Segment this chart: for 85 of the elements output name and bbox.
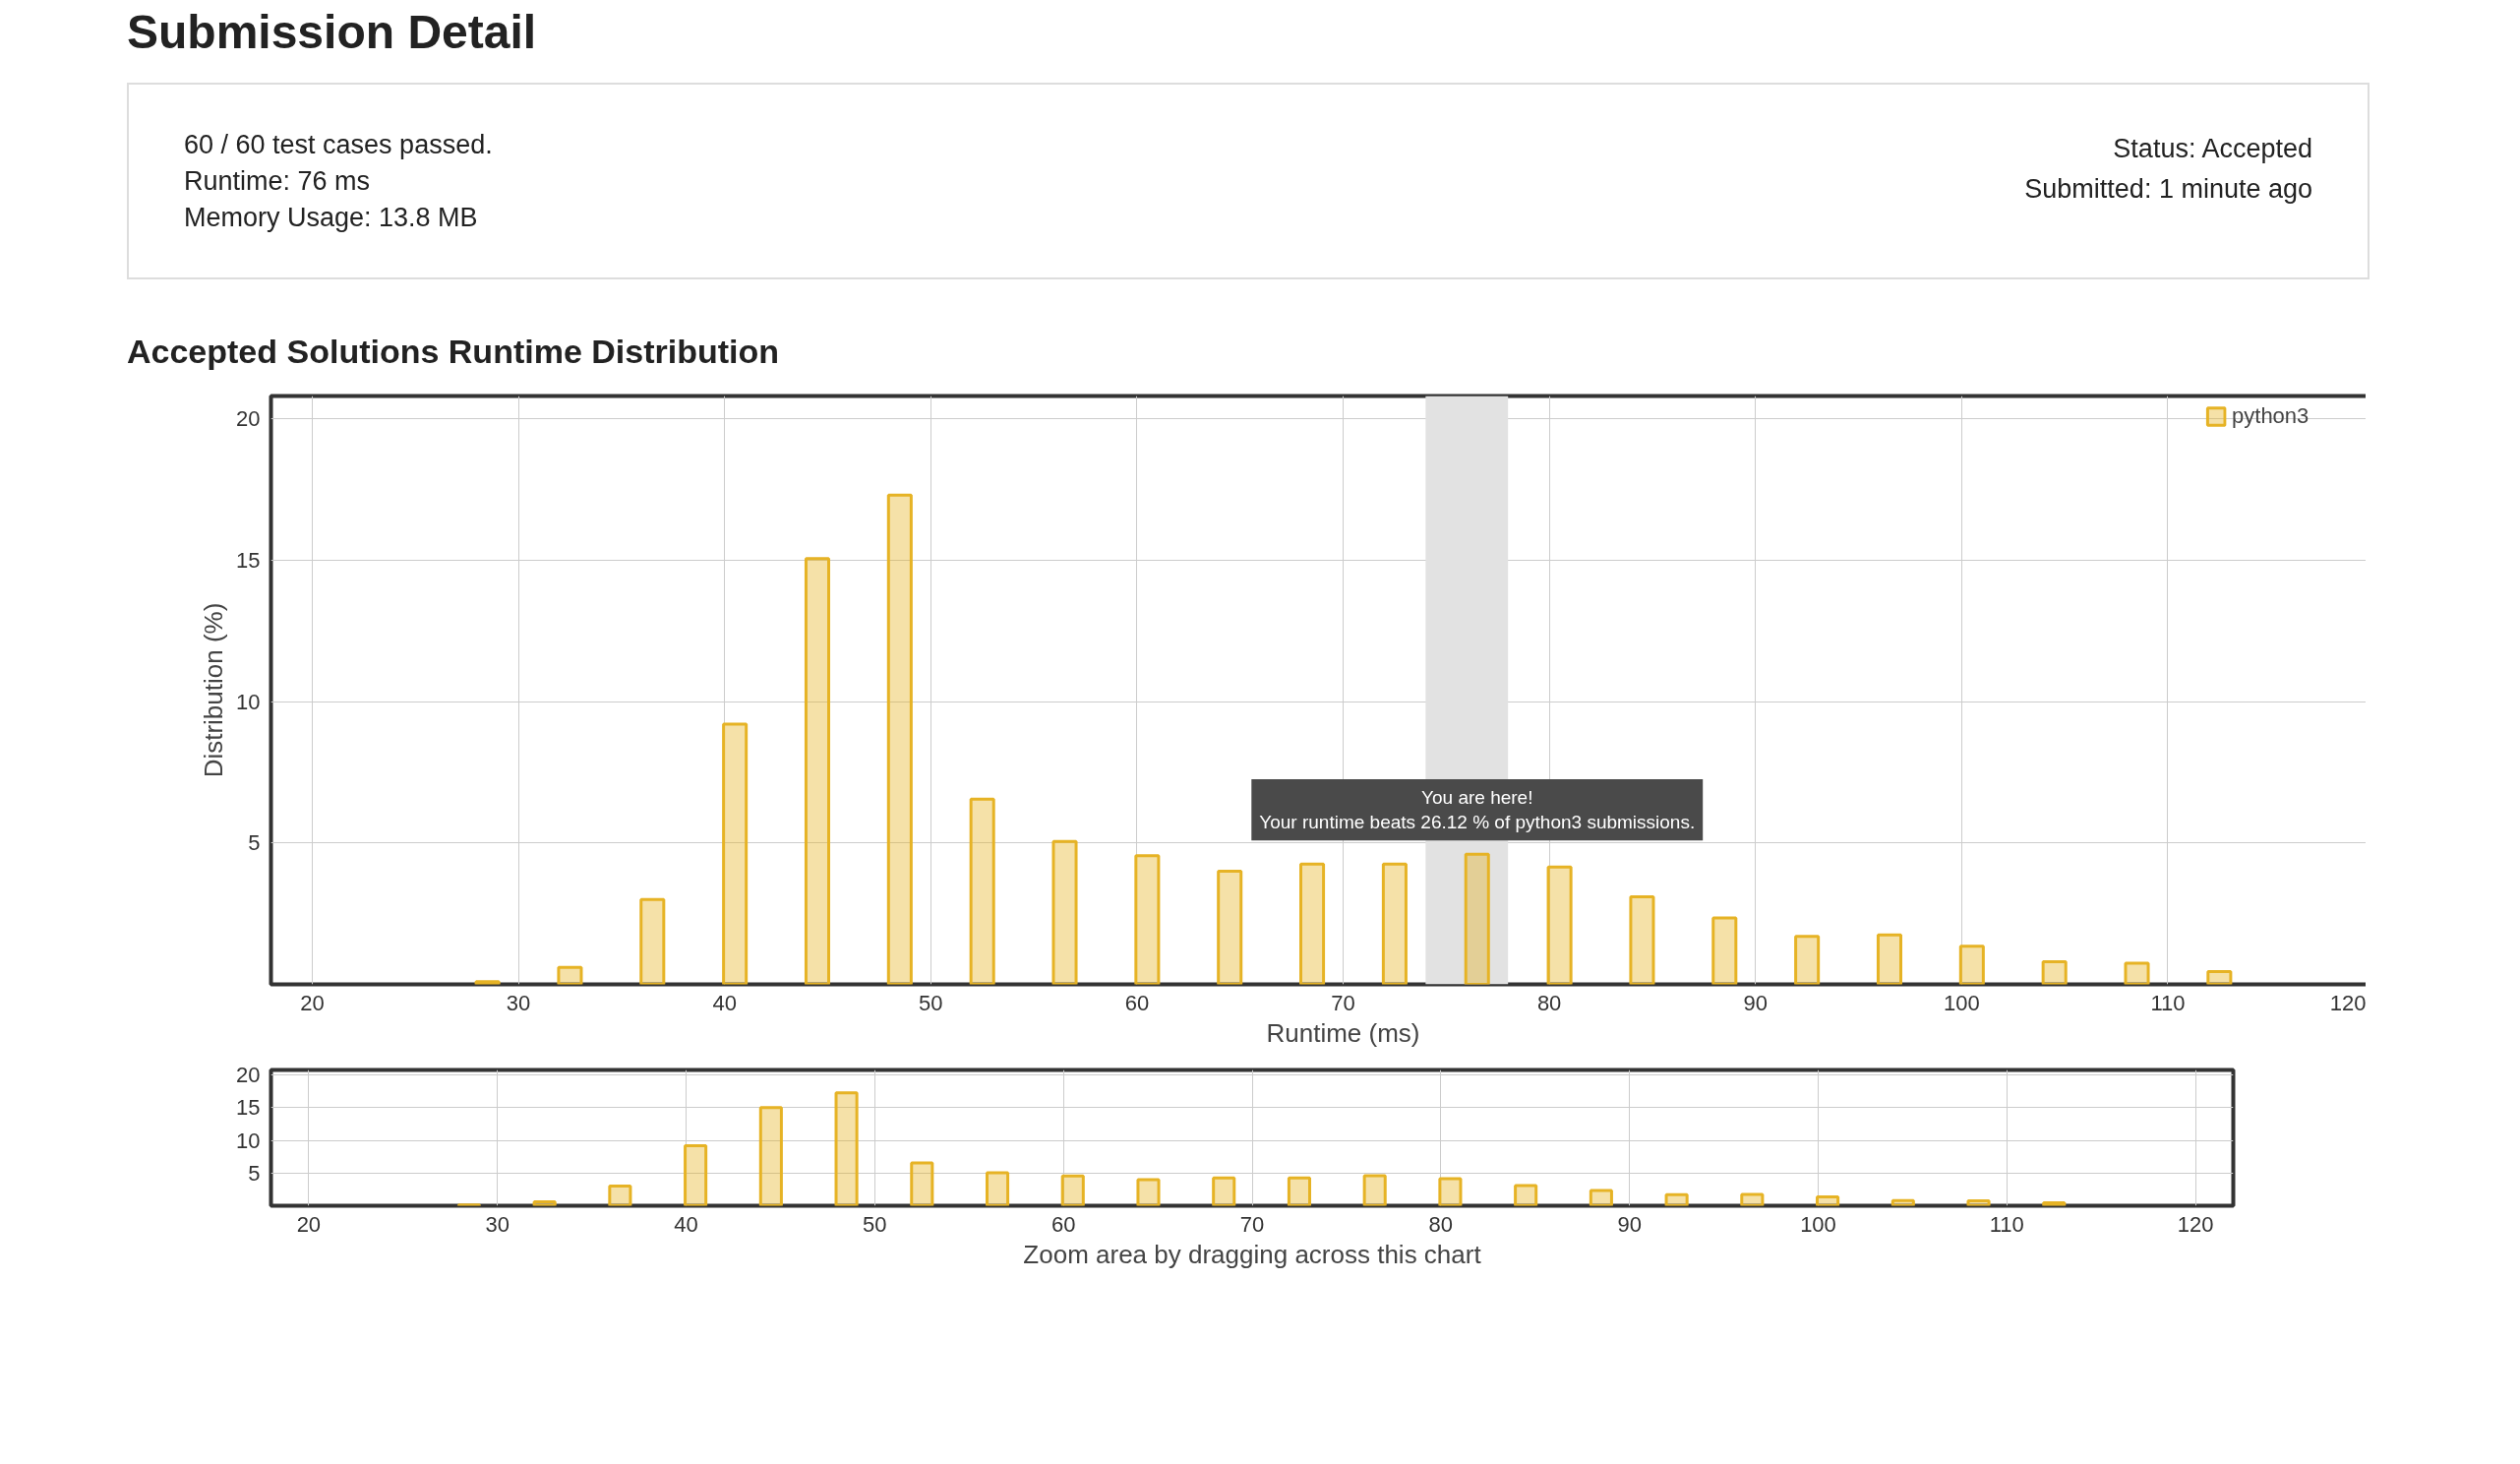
- x-tick-label: 50: [919, 990, 943, 1015]
- bar: [1966, 1199, 1991, 1206]
- y-tick-label: 20: [236, 406, 261, 431]
- bar: [1958, 945, 1985, 985]
- bar: [1134, 854, 1161, 985]
- x-tick-label: 60: [1124, 990, 1150, 1015]
- bar: [1136, 1178, 1161, 1206]
- bar: [758, 1106, 783, 1206]
- text: Submission Detail: [127, 5, 537, 59]
- text: Status: Accepted: [2112, 134, 2312, 164]
- x-tick-label: 120: [2177, 1211, 2214, 1237]
- bar: [1051, 839, 1078, 985]
- y-tick-label: 5: [248, 1160, 261, 1186]
- text: Submitted: 1 minute ago: [2024, 174, 2312, 205]
- bar: [1438, 1177, 1463, 1206]
- y-tick-label: 10: [236, 1128, 261, 1153]
- x-tick-label: 30: [485, 1211, 510, 1237]
- bar: [2041, 960, 2068, 985]
- bar: [2206, 970, 2233, 985]
- legend-label: python3: [2232, 403, 2310, 429]
- bar: [1060, 1174, 1085, 1206]
- x-axis-title: Zoom area by dragging across this chart: [1023, 1239, 1482, 1269]
- y-tick-label: 5: [248, 830, 261, 856]
- bar: [1664, 1192, 1689, 1206]
- bar: [2042, 1201, 2067, 1206]
- y-axis-title: Distribution (%): [199, 602, 229, 778]
- x-tick-label: 50: [863, 1211, 887, 1237]
- x-tick-label: 30: [506, 990, 531, 1015]
- bar: [1514, 1184, 1538, 1206]
- bar: [1589, 1189, 1613, 1206]
- bar: [969, 797, 995, 985]
- chart-title: Accepted Solutions Runtime Distribution: [127, 333, 780, 371]
- x-tick-label: 70: [1239, 1211, 1265, 1237]
- x-tick-label: 40: [712, 990, 737, 1015]
- x-tick-label: 80: [1428, 1211, 1454, 1237]
- bar: [1546, 865, 1573, 985]
- text: Runtime: 76 ms: [184, 166, 372, 197]
- y-tick-label: 20: [236, 1063, 261, 1088]
- bar: [557, 965, 583, 985]
- bar: [474, 980, 501, 985]
- x-tick-label: 20: [300, 990, 325, 1015]
- y-tick-label: 10: [236, 689, 261, 714]
- bar: [1287, 1176, 1312, 1206]
- bar: [1217, 870, 1243, 985]
- bar: [1876, 933, 1903, 985]
- x-tick-label: 100: [1800, 1211, 1836, 1237]
- bar: [608, 1185, 632, 1206]
- bar: [1629, 894, 1655, 985]
- bar: [1740, 1192, 1765, 1206]
- bar: [1381, 862, 1408, 985]
- x-tick-label: 60: [1050, 1211, 1076, 1237]
- bar: [834, 1091, 859, 1206]
- bar: [722, 722, 749, 985]
- bar: [639, 897, 666, 985]
- bar: [2124, 961, 2150, 985]
- x-tick-label: 40: [674, 1211, 698, 1237]
- bar: [1890, 1198, 1915, 1206]
- text: 60 / 60 test cases passed.: [184, 130, 493, 160]
- bar: [1299, 862, 1326, 985]
- x-tick-label: 110: [2150, 990, 2186, 1015]
- bar: [910, 1161, 934, 1206]
- x-tick-label: 80: [1536, 990, 1562, 1015]
- bar: [985, 1171, 1010, 1206]
- x-tick-label: 70: [1331, 990, 1355, 1015]
- bar: [1711, 916, 1738, 985]
- x-tick-label: 100: [1943, 990, 1980, 1015]
- bar: [1212, 1176, 1236, 1206]
- bar: [684, 1143, 708, 1206]
- bar: [804, 557, 831, 985]
- y-tick-label: 15: [236, 1095, 261, 1121]
- text: Memory Usage: 13.8 MB: [184, 203, 479, 233]
- x-tick-label: 90: [1617, 1211, 1642, 1237]
- bar: [532, 1200, 557, 1206]
- x-tick-label: 90: [1743, 990, 1768, 1015]
- x-tick-label: 120: [2329, 990, 2367, 1015]
- bar: [1816, 1195, 1840, 1206]
- x-tick-label: 110: [1989, 1211, 2024, 1237]
- annotation: You are here! Your runtime beats 26.12 % of python3 submissions.: [1259, 787, 1696, 833]
- bar: [1794, 935, 1821, 985]
- bar: [886, 493, 913, 985]
- x-tick-label: 20: [296, 1211, 322, 1237]
- x-axis-title: Runtime (ms): [1266, 1017, 1420, 1048]
- y-tick-label: 15: [236, 547, 261, 573]
- bar: [1362, 1174, 1387, 1206]
- bar: [1464, 852, 1490, 985]
